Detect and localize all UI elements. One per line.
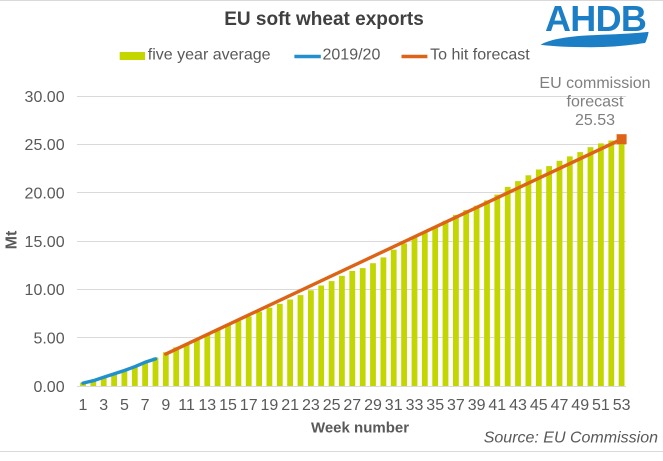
svg-text:Week number: Week number [311, 419, 409, 436]
svg-text:7: 7 [141, 397, 150, 414]
svg-text:37: 37 [447, 397, 465, 414]
svg-text:15.00: 15.00 [25, 234, 65, 251]
svg-text:Source: EU Commission: Source: EU Commission [484, 430, 658, 447]
svg-text:9: 9 [161, 397, 170, 414]
svg-text:51: 51 [592, 397, 610, 414]
svg-text:25.00: 25.00 [25, 137, 65, 154]
svg-text:47: 47 [551, 397, 569, 414]
svg-text:25.53: 25.53 [575, 112, 615, 129]
svg-text:To hit forecast: To hit forecast [430, 47, 530, 64]
svg-text:13: 13 [198, 397, 216, 414]
svg-text:39: 39 [468, 397, 486, 414]
svg-text:53: 53 [613, 397, 631, 414]
svg-text:43: 43 [509, 397, 527, 414]
svg-text:17: 17 [240, 397, 258, 414]
svg-text:11: 11 [178, 397, 195, 414]
svg-text:10.00: 10.00 [25, 282, 65, 299]
svg-text:3: 3 [99, 397, 108, 414]
svg-text:AHDB: AHDB [545, 0, 646, 39]
svg-text:20.00: 20.00 [25, 186, 65, 203]
svg-text:EU soft wheat exports: EU soft wheat exports [224, 9, 424, 30]
svg-text:33: 33 [406, 397, 424, 414]
svg-text:49: 49 [571, 397, 589, 414]
svg-text:forecast: forecast [567, 94, 624, 111]
svg-text:1: 1 [79, 397, 88, 414]
svg-text:Mt: Mt [4, 230, 21, 249]
svg-text:31: 31 [385, 397, 403, 414]
svg-text:35: 35 [426, 397, 444, 414]
svg-text:15: 15 [219, 397, 237, 414]
svg-text:EU commission: EU commission [539, 75, 650, 92]
svg-text:21: 21 [281, 397, 299, 414]
svg-text:five year average: five year average [148, 47, 271, 64]
svg-text:0.00: 0.00 [33, 379, 64, 396]
svg-text:2019/20: 2019/20 [323, 47, 381, 64]
svg-text:5.00: 5.00 [33, 331, 64, 348]
svg-text:45: 45 [530, 397, 548, 414]
svg-text:30.00: 30.00 [25, 89, 65, 106]
svg-text:19: 19 [261, 397, 279, 414]
svg-text:5: 5 [120, 397, 129, 414]
svg-text:23: 23 [302, 397, 320, 414]
svg-text:27: 27 [343, 397, 361, 414]
svg-text:29: 29 [364, 397, 382, 414]
svg-text:41: 41 [488, 397, 506, 414]
svg-text:25: 25 [323, 397, 341, 414]
